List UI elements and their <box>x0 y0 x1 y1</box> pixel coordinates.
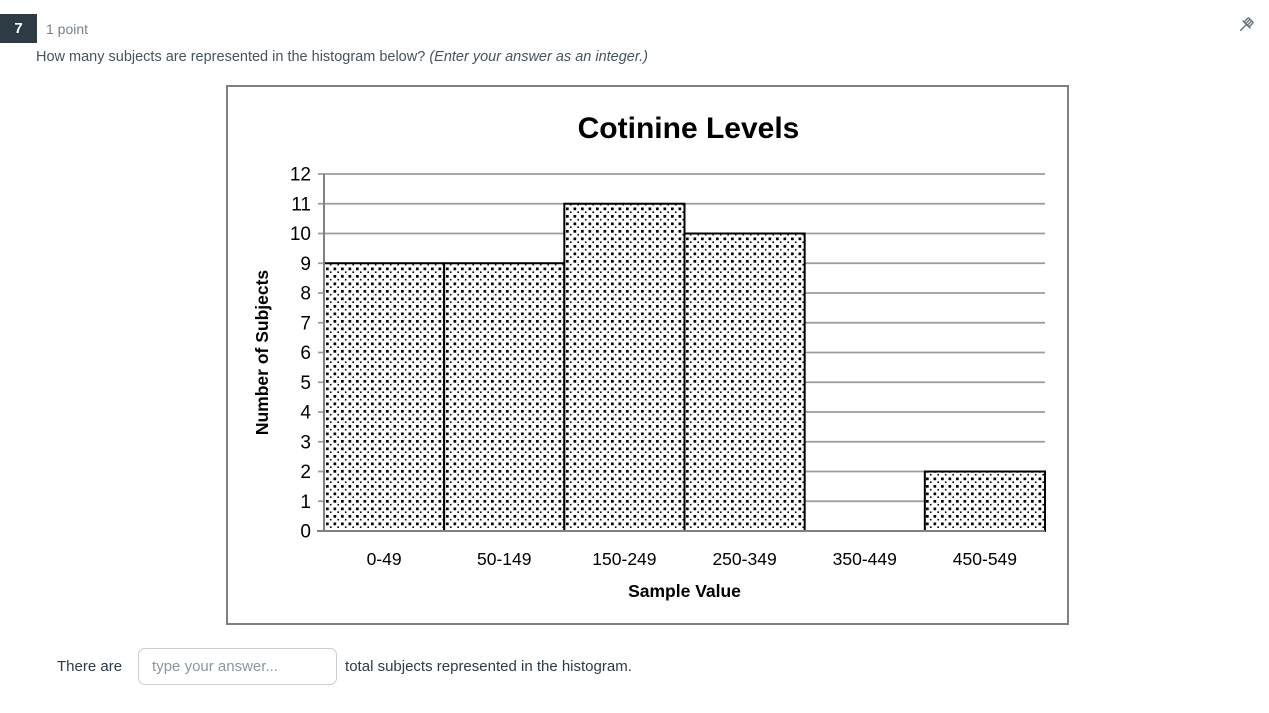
question-number-badge: 7 <box>0 14 37 43</box>
svg-text:0-49: 0-49 <box>367 549 402 569</box>
points-label: 1 point <box>46 21 89 37</box>
bar-150-249 <box>563 202 686 532</box>
svg-text:12: 12 <box>290 165 311 186</box>
svg-text:2: 2 <box>300 462 311 483</box>
svg-text:150-249: 150-249 <box>592 549 656 569</box>
svg-text:50-149: 50-149 <box>477 549 532 569</box>
svg-text:3: 3 <box>300 432 311 453</box>
svg-text:450-549: 450-549 <box>953 549 1017 569</box>
chart-title: Cotinine Levels <box>578 112 800 145</box>
svg-text:350-449: 350-449 <box>833 549 897 569</box>
svg-text:1: 1 <box>300 492 311 513</box>
svg-text:8: 8 <box>300 284 311 305</box>
bar-450-549 <box>923 470 1046 532</box>
x-tick-labels: 0-49 50-149 150-249 250-349 350-449 450-549 <box>367 549 1017 569</box>
bars <box>323 202 1046 532</box>
question-text: How many subjects are represented in the… <box>36 49 1036 66</box>
question-text-main: How many subjects are represented in the… <box>36 49 426 65</box>
y-axis-title: Number of Subjects <box>252 270 272 436</box>
svg-text:5: 5 <box>300 373 311 394</box>
answer-prefix: There are <box>57 658 123 675</box>
svg-text:0: 0 <box>300 522 311 543</box>
svg-text:250-349: 250-349 <box>712 549 776 569</box>
x-axis-title: Sample Value <box>628 581 741 601</box>
answer-row: There are total subjects represented in … <box>57 647 632 686</box>
pushpin-icon <box>1235 15 1256 39</box>
bar-50-149 <box>443 262 566 532</box>
bar-250-349 <box>683 232 806 532</box>
question-text-note: (Enter your answer as an integer.) <box>429 49 649 65</box>
bar-0-49 <box>323 262 446 532</box>
svg-text:6: 6 <box>300 343 311 364</box>
svg-text:10: 10 <box>290 224 311 245</box>
answer-input[interactable] <box>138 648 338 685</box>
pin-question-button[interactable] <box>1233 15 1257 39</box>
svg-text:7: 7 <box>300 313 311 334</box>
axes <box>317 174 1045 532</box>
svg-text:9: 9 <box>300 254 311 275</box>
svg-text:11: 11 <box>291 194 311 215</box>
svg-text:4: 4 <box>300 403 311 424</box>
answer-suffix: total subjects represented in the histog… <box>345 658 632 675</box>
histogram-figure: Cotinine Levels 0 1 2 3 4 5 6 7 8 9 10 11 12 0-49 50-14… <box>226 85 1069 625</box>
